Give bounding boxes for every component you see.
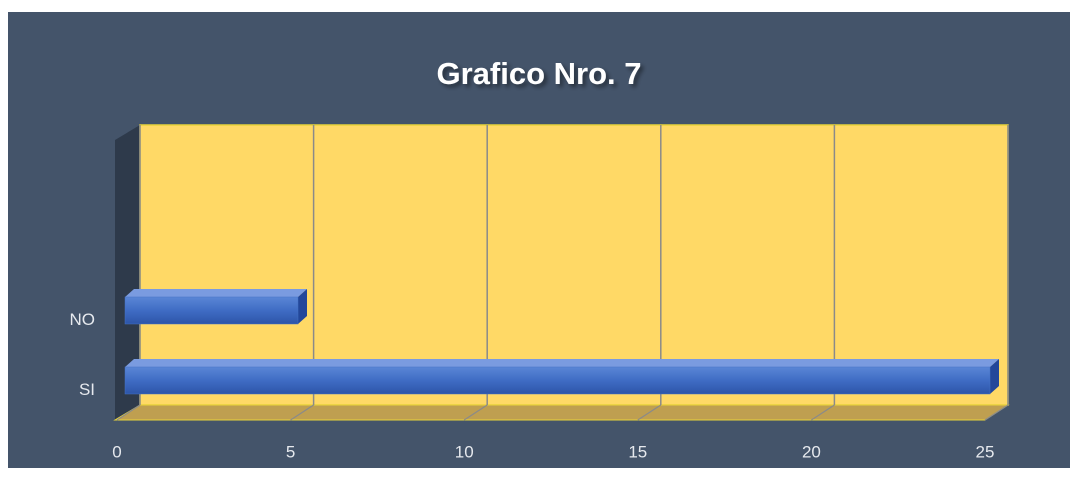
floor-grid-line	[290, 404, 314, 421]
floor-grid-line	[463, 404, 488, 421]
x-tick-label: 15	[628, 442, 647, 461]
x-tick-label: 20	[802, 442, 821, 461]
bar-end	[298, 289, 307, 324]
back-wall	[139, 124, 1009, 406]
floor	[113, 404, 1010, 421]
bar-front	[124, 296, 299, 325]
floor-grid-line	[984, 404, 1009, 421]
chart-title: Grafico Nro. 7	[437, 56, 642, 91]
bar-end	[990, 359, 999, 394]
bar-top	[125, 359, 999, 367]
grid	[116, 125, 1009, 421]
bars	[124, 289, 999, 395]
bar-top	[125, 289, 307, 297]
x-tick-label: 25	[976, 442, 995, 461]
floor-grid-line	[116, 404, 141, 421]
x-tick-label: 10	[455, 442, 474, 461]
floor-grid-line	[637, 404, 662, 421]
x-tick-label: 5	[286, 442, 295, 461]
y-tick-label: SI	[79, 380, 95, 399]
bar	[124, 289, 307, 325]
floor-grid-line	[811, 404, 835, 421]
bar-front	[124, 366, 991, 395]
bar	[124, 359, 999, 395]
y-tick-label: NO	[70, 310, 96, 329]
side-wall	[115, 125, 140, 420]
x-tick-label: 0	[112, 442, 121, 461]
